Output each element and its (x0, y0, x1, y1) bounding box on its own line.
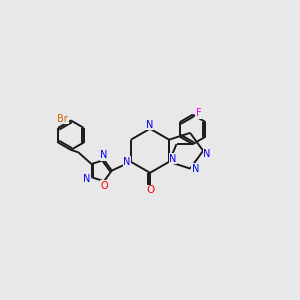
Text: N: N (203, 149, 211, 159)
Text: O: O (146, 185, 154, 196)
Text: N: N (192, 164, 199, 174)
Text: Br: Br (57, 114, 68, 124)
Text: N: N (100, 150, 108, 160)
Text: O: O (100, 181, 108, 191)
Text: N: N (169, 154, 177, 164)
Text: N: N (123, 157, 131, 167)
Text: N: N (83, 174, 91, 184)
Text: N: N (146, 120, 154, 130)
Text: F: F (196, 108, 201, 118)
